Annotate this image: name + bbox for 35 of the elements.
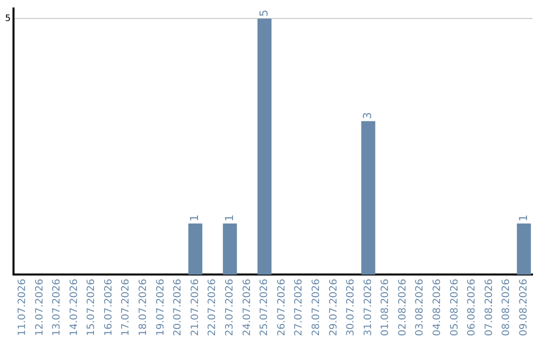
x-tick-label: 02.08.2026 bbox=[397, 278, 408, 336]
x-tick-label: 05.08.2026 bbox=[449, 278, 460, 336]
x-tick-label: 11.07.2026 bbox=[16, 278, 28, 336]
x-tick-label: 14.07.2026 bbox=[68, 278, 80, 336]
x-tick-label: 06.08.2026 bbox=[466, 278, 478, 336]
x-tick-label: 21.07.2026 bbox=[190, 278, 201, 336]
data-label: 3 bbox=[361, 112, 374, 120]
x-tick-label: 04.08.2026 bbox=[432, 278, 444, 336]
x-tick-label: 22.07.2026 bbox=[207, 278, 218, 336]
x-tick-label: 27.07.2026 bbox=[294, 278, 305, 336]
data-label: 5 bbox=[257, 10, 270, 17]
x-tick-label: 17.07.2026 bbox=[120, 278, 132, 336]
x-tick-label: 23.07.2026 bbox=[224, 278, 236, 336]
x-tick-label: 26.07.2026 bbox=[276, 278, 288, 336]
x-tick-label: 30.07.2026 bbox=[346, 278, 357, 336]
x-tick-label: 28.07.2026 bbox=[310, 278, 322, 336]
x-tick-label: 29.07.2026 bbox=[328, 278, 340, 336]
data-label: 1 bbox=[516, 214, 530, 222]
x-tick-label: 25.07.2026 bbox=[259, 278, 270, 336]
x-tick-label: 20.07.2026 bbox=[172, 278, 184, 336]
x-tick-label: 08.08.2026 bbox=[501, 278, 512, 336]
x-tick-label: 15.07.2026 bbox=[86, 278, 98, 336]
x-tick-label: 19.07.2026 bbox=[155, 278, 166, 336]
x-tick-label: 03.08.2026 bbox=[414, 278, 426, 336]
data-label: 1 bbox=[222, 214, 236, 222]
x-tick-label: 18.07.2026 bbox=[138, 278, 150, 336]
x-tick-label: 09.08.2026 bbox=[518, 278, 530, 336]
x-tick-label: 24.07.2026 bbox=[242, 278, 253, 336]
x-tick-label: 31.07.2026 bbox=[362, 278, 374, 336]
x-tick-label: 12.07.2026 bbox=[34, 278, 46, 336]
data-label: 1 bbox=[188, 214, 202, 222]
x-tick-label: 16.07.2026 bbox=[103, 278, 114, 336]
x-tick-label: 01.08.2026 bbox=[380, 278, 392, 336]
x-tick-label: 13.07.2026 bbox=[52, 278, 63, 336]
x-tick-label: 07.08.2026 bbox=[484, 278, 495, 336]
